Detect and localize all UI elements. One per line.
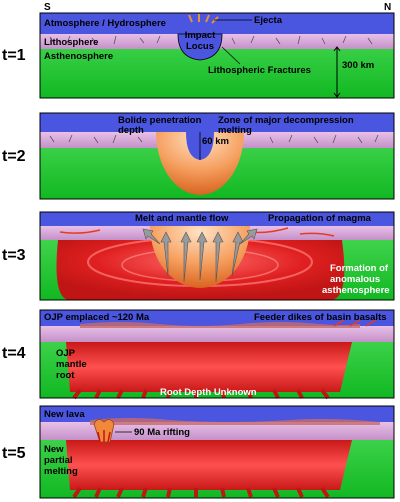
ojp-root-line2: mantle xyxy=(56,359,87,370)
north-label: N xyxy=(384,2,391,13)
time-label-t3: t=3 xyxy=(2,247,26,264)
rifting-label: 90 Ma rifting xyxy=(134,427,190,438)
partial-melting-line1: New xyxy=(44,444,64,455)
partial-melting-line2: partial xyxy=(44,455,73,466)
ojp-emplaced-label: OJP emplaced ~120 Ma xyxy=(44,312,150,323)
root-depth-label: Root Depth Unknown xyxy=(160,387,257,398)
impact-locus-line2: Locus xyxy=(186,41,214,52)
melt-flow-label: Melt and mantle flow xyxy=(135,213,229,224)
new-lava-label: New lava xyxy=(44,409,85,420)
lithosphere-label: Lithosphere xyxy=(44,37,98,48)
ojp-root-line1: OJP xyxy=(56,348,76,359)
scale-label: 300 km xyxy=(342,60,374,71)
panel-t2: Bolide penetration depth Zone of major d… xyxy=(2,112,395,200)
panel-t5: New lava 90 Ma rifting New partial melti… xyxy=(2,405,395,499)
time-label-t1: t=1 xyxy=(2,47,26,64)
formation-label-line2: anomalous xyxy=(330,274,380,285)
time-label-t4: t=4 xyxy=(2,345,26,362)
formation-label-line1: Formation of xyxy=(330,263,389,274)
time-label-t5: t=5 xyxy=(2,445,26,462)
atmosphere-label: Atmosphere / Hydrosphere xyxy=(44,18,166,29)
bolide-label-line2: depth xyxy=(118,125,144,136)
south-label: S xyxy=(44,2,51,13)
ojp-root-line3: root xyxy=(56,370,75,381)
time-label-t2: t=2 xyxy=(2,148,26,165)
depth-label: 60 km xyxy=(202,136,229,147)
panel-t4: OJP emplaced ~120 Ma Feeder dikes of bas… xyxy=(2,309,395,400)
bolide-label-line1: Bolide penetration xyxy=(118,115,202,126)
feeder-dikes-label: Feeder dikes of basin basalts xyxy=(254,312,387,323)
panel-t1: Atmosphere / Hydrosphere Lithosphere Ast… xyxy=(2,12,395,99)
panel-t3: Melt and mantle flow Propagation of magm… xyxy=(2,211,395,301)
impact-locus-line1: Impact xyxy=(185,30,216,41)
ejecta-label: Ejecta xyxy=(254,15,283,26)
formation-label-line3: asthenosphere xyxy=(322,285,390,296)
fractures-label: Lithospheric Fractures xyxy=(208,65,311,76)
decompression-label-line1: Zone of major decompression xyxy=(218,115,354,126)
decompression-label-line2: melting xyxy=(218,125,252,136)
partial-melting-line3: melting xyxy=(44,466,78,477)
propagation-label: Propagation of magma xyxy=(268,213,372,224)
asthenosphere-label: Asthenosphere xyxy=(44,51,113,62)
